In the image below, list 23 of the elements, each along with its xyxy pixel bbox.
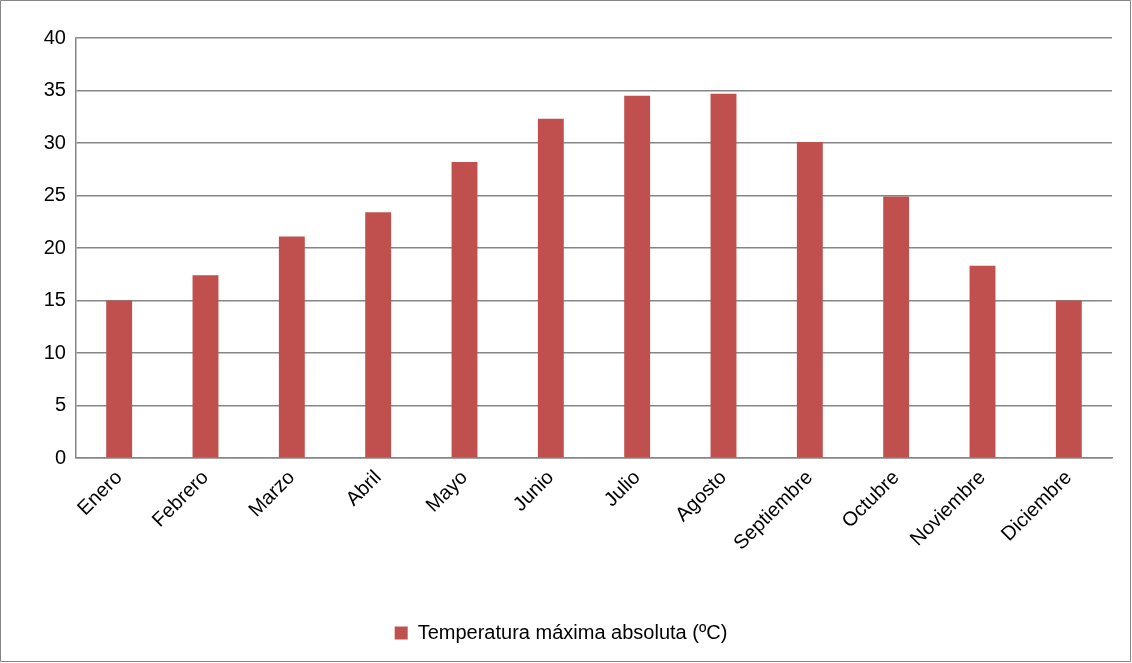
bar [106,300,133,458]
bar [796,141,823,458]
y-tick-label: 25 [43,183,66,206]
bar [365,212,392,458]
bar [278,236,305,458]
y-tick-label: 0 [54,445,66,468]
y-tick-label: 20 [43,235,66,258]
bar [1055,300,1082,458]
bar [451,161,478,458]
y-tick-label: 35 [43,78,66,101]
bar [192,275,219,458]
legend-label: Temperatura máxima absoluta (ºC) [417,620,728,643]
y-tick-label: 40 [43,25,66,48]
bar [710,93,737,458]
bar [883,196,910,458]
y-tick-label: 15 [43,288,66,311]
y-tick-label: 5 [54,393,66,416]
x-tick-label: Julio [599,465,644,511]
y-tick-label: 30 [43,130,66,153]
y-tick-label: 10 [43,340,66,363]
bar [537,118,564,458]
bar [624,95,651,458]
bar [969,265,996,458]
